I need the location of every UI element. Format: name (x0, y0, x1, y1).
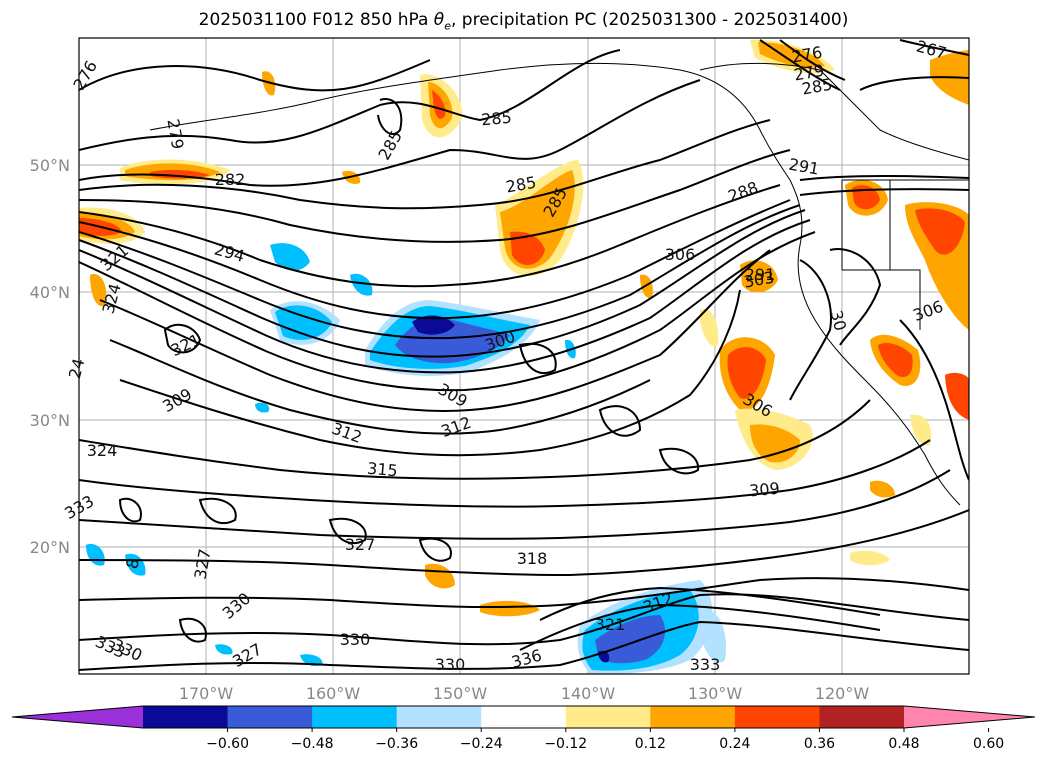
map-title: 2025031100 F012 850 hPa θe, precipitatio… (198, 10, 849, 33)
colorbar-segment (819, 706, 905, 728)
precip-negative-area (255, 402, 270, 413)
precip-positive-area (915, 208, 965, 255)
lon-label-150w: 150°W (433, 684, 488, 703)
lon-label-140w: 140°W (561, 684, 616, 703)
lat-label-20n: 20°N (30, 538, 70, 557)
precip-positive-area (910, 414, 932, 446)
latitude-labels: 50°N 40°N 30°N 20°N (30, 156, 70, 557)
contour-label: 291 (745, 265, 776, 284)
lat-label-30n: 30°N (30, 411, 70, 430)
lon-label-170w: 170°W (179, 684, 234, 703)
precip-positive-area (510, 231, 545, 266)
precip-negative-area (270, 243, 310, 271)
coastlines (149, 62, 969, 506)
contour-label: 330 (435, 655, 466, 674)
contour-label: 306 (665, 245, 696, 264)
lon-label-130w: 130°W (688, 684, 743, 703)
precip-positive-area (432, 90, 446, 119)
precip-positive-area (727, 347, 766, 399)
precip-positive-area (945, 372, 969, 420)
colorbar-segment (650, 706, 736, 728)
contour-label: 333 (690, 655, 721, 674)
contour-label: 324 (87, 441, 118, 460)
map-frame (78, 37, 970, 675)
precip-positive-area (878, 343, 913, 378)
precip-positive-area (870, 480, 895, 498)
colorbar-tick-label: 0.24 (719, 736, 750, 752)
precip-positive-area (480, 600, 540, 617)
contour-label: 321 (595, 615, 626, 634)
contour-label: 24 (65, 356, 89, 381)
contour-label: 30 (827, 308, 851, 333)
contour-label: 282 (215, 170, 246, 189)
colorbar-segment (481, 706, 567, 728)
colorbar-tick-label: 0.48 (888, 736, 919, 752)
colorbar-tick-label: −0.24 (460, 736, 503, 752)
precip-positive-area (700, 308, 719, 347)
colorbar-segment (312, 706, 398, 728)
longitude-labels: 170°W 160°W 150°W 140°W 130°W 120°W (179, 684, 870, 703)
colorbar-segment (143, 706, 229, 728)
precip-positive-area (90, 274, 107, 307)
colorbar-segment (396, 706, 482, 728)
colorbar: −0.60 −0.48 −0.36 −0.24 −0.12 0.12 0.24 0.36 0.4… (11, 705, 1036, 752)
colorbar-tick-label: −0.60 (206, 736, 249, 752)
lon-label-160w: 160°W (306, 684, 361, 703)
contour-label: 285 (480, 108, 512, 130)
contour-label: 8 (122, 556, 143, 571)
precip-fills (79, 39, 969, 674)
contour-label: 327 (345, 535, 376, 554)
contour-label: 330 (340, 630, 371, 649)
colorbar-tick-label: −0.12 (544, 736, 587, 752)
colorbar-tick-label: −0.48 (291, 736, 334, 752)
colorbar-tick-label: 0.12 (635, 736, 666, 752)
lon-label-120w: 120°W (815, 684, 870, 703)
colorbar-extend-low (12, 706, 143, 728)
colorbar-segment (734, 706, 820, 728)
colorbar-extend-high (904, 706, 1035, 728)
precip-positive-area (850, 550, 890, 566)
precip-positive-area (750, 424, 800, 463)
lat-label-40n: 40°N (30, 283, 70, 302)
lat-label-50n: 50°N (30, 156, 70, 175)
colorbar-segment (227, 706, 313, 728)
colorbar-outline (11, 705, 1036, 729)
contour-label: 315 (366, 459, 398, 481)
precip-negative-area (412, 315, 455, 335)
precip-negative-area (350, 273, 373, 296)
precip-positive-area (262, 71, 276, 96)
contour-label: 309 (748, 479, 780, 501)
colorbar-segment (565, 706, 651, 728)
precip-negative-area (275, 305, 332, 340)
precip-positive-area (425, 563, 455, 589)
map-area (79, 38, 969, 674)
colorbar-tick-label: 0.60 (973, 736, 1004, 752)
precip-negative-area (215, 644, 233, 655)
contour-label: 318 (517, 549, 548, 568)
theta-e-contours (79, 39, 969, 671)
precip-negative-area (595, 615, 665, 664)
colorbar-tick-label: 0.36 (804, 736, 835, 752)
precip-positive-area (740, 260, 778, 293)
colorbar-tick-label: −0.36 (375, 736, 418, 752)
precip-positive-area (150, 169, 210, 179)
